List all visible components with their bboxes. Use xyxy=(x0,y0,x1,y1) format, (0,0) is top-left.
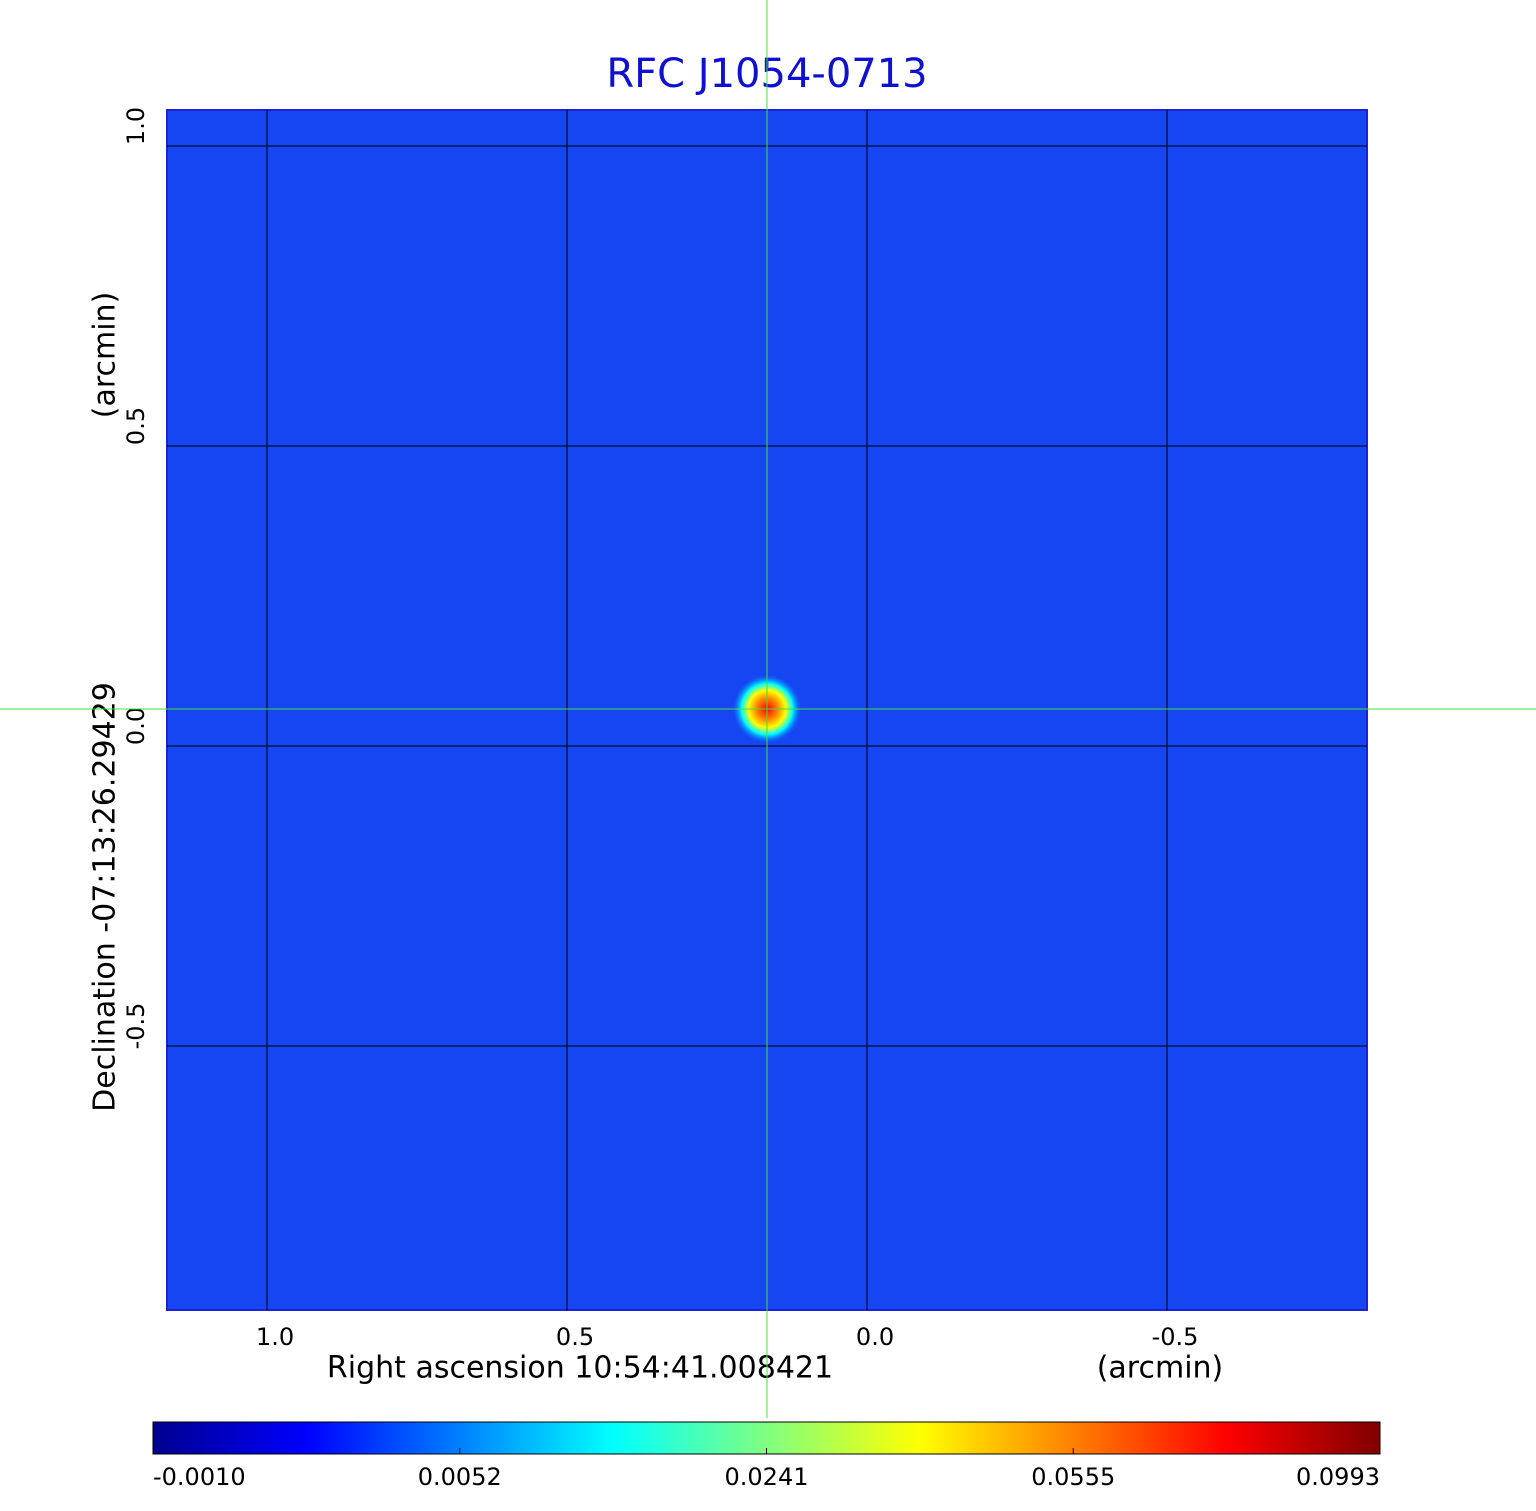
x-tick-label: 0.5 xyxy=(556,1323,594,1351)
x-tick-label: -0.5 xyxy=(1152,1323,1199,1351)
colorbar-tick-label: 0.0052 xyxy=(418,1463,502,1491)
y-tick-label: 0.0 xyxy=(122,707,150,745)
y-axis-unit: (arcmin) xyxy=(88,292,123,419)
x-axis-label: Right ascension 10:54:41.008421 xyxy=(327,1351,833,1386)
y-tick-label: 0.5 xyxy=(122,407,150,445)
colorbar-tick-label: 0.0555 xyxy=(1031,1463,1115,1491)
y-axis-label: Declination -07:13:26.29429 xyxy=(88,682,123,1112)
x-axis-unit: (arcmin) xyxy=(1097,1351,1224,1386)
colorbar-tick-label: -0.0010 xyxy=(153,1463,246,1491)
y-tick-label: -0.5 xyxy=(122,1003,150,1050)
colorbar-tick-label: 0.0241 xyxy=(725,1463,809,1491)
colorbar-tick-label: 0.0993 xyxy=(1296,1463,1380,1491)
x-tick-label: 1.0 xyxy=(256,1323,294,1351)
x-tick-label: 0.0 xyxy=(856,1323,894,1351)
y-tick-label: 1.0 xyxy=(122,107,150,145)
